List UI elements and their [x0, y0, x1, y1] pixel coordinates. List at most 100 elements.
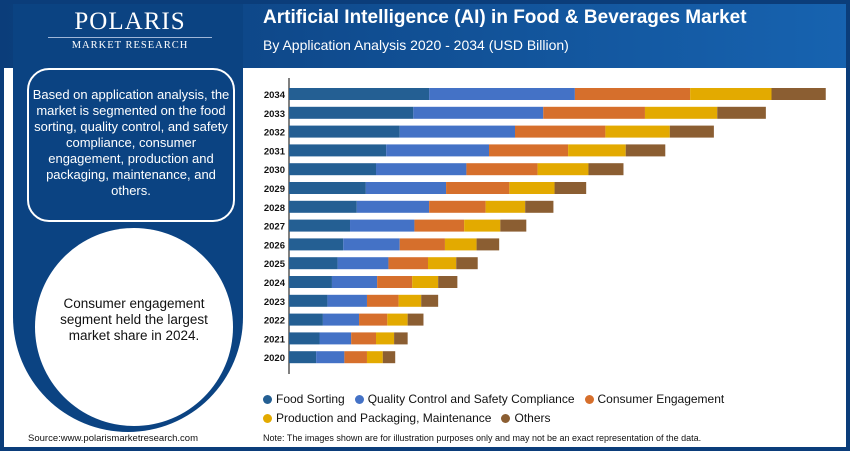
chart-legend: Food Sorting Quality Control and Safety C… [263, 390, 823, 428]
bar-segment-2025-0 [289, 257, 338, 270]
y-tick-label: 2022 [264, 316, 285, 327]
bar-segment-2034-2 [574, 88, 691, 100]
y-tick-label: 2020 [264, 353, 285, 364]
bar-segment-2030-0 [289, 163, 377, 176]
bar-segment-2030-3 [537, 163, 589, 176]
bar-segment-2032-2 [515, 125, 606, 138]
bar-segment-2027-0 [289, 219, 351, 232]
bar-segment-2034-3 [690, 88, 772, 100]
bar-segment-2032-1 [399, 125, 515, 138]
legend-item: Food Sorting [263, 390, 345, 409]
bar-segment-2024-3 [412, 276, 439, 288]
y-tick-label: 2034 [264, 90, 286, 101]
bar-segment-2022-4 [407, 313, 424, 326]
legend-label: Others [514, 411, 551, 425]
bar-segment-2033-2 [543, 106, 645, 119]
legend-item: Others [501, 409, 551, 428]
legend-dot-icon [354, 395, 364, 404]
bar-segment-2020-3 [366, 351, 383, 364]
bar-segment-2021-3 [376, 332, 395, 345]
bar-segment-2025-4 [456, 257, 478, 270]
logo-name: POLARIS [74, 8, 186, 35]
bar-segment-2034-1 [429, 88, 575, 100]
bar-segment-2028-2 [429, 200, 486, 213]
bar-segment-2020-2 [344, 351, 367, 364]
bar-segment-2025-2 [388, 257, 428, 270]
highlight-circle: Consumer engagement segment held the lar… [35, 228, 233, 426]
legend-label: Consumer Engagement [597, 392, 725, 406]
bar-segment-2028-1 [356, 200, 430, 213]
y-tick-label: 2023 [264, 297, 285, 308]
bar-segment-2031-4 [625, 144, 666, 157]
bar-segment-2023-3 [398, 294, 422, 307]
bar-segment-2028-3 [485, 200, 526, 213]
logo-tagline: MARKET RESEARCH [48, 37, 212, 51]
bar-segment-2027-1 [350, 219, 415, 232]
legend-label: Food Sorting [276, 392, 345, 406]
bar-segment-2024-4 [438, 276, 458, 288]
chart-subtitle: By Application Analysis 2020 - 2034 (USD… [263, 37, 569, 53]
y-tick-label: 2027 [264, 222, 285, 233]
bar-segment-2026-4 [476, 238, 500, 251]
legend-label: Quality Control and Safety Compliance [367, 392, 575, 406]
bar-segment-2021-1 [319, 332, 352, 345]
legend-item: Production and Packaging, Maintenance [263, 409, 491, 428]
y-tick-label: 2031 [264, 146, 286, 157]
bar-segment-2021-4 [394, 332, 408, 345]
legend-dot-icon [584, 395, 594, 404]
bar-segment-2029-3 [509, 182, 555, 194]
bar-segment-2031-0 [289, 144, 387, 157]
y-tick-label: 2024 [264, 278, 286, 289]
y-tick-label: 2026 [264, 240, 285, 251]
bar-segment-2031-3 [568, 144, 626, 157]
legend-label: Production and Packaging, Maintenance [276, 411, 492, 425]
polaris-logo: POLARIS MARKET RESEARCH [40, 8, 220, 51]
bar-segment-2033-3 [644, 106, 718, 119]
y-tick-label: 2032 [264, 128, 285, 139]
legend-dot-icon [501, 414, 511, 423]
bar-segment-2022-1 [322, 313, 360, 326]
bar-segment-2028-0 [289, 200, 357, 213]
bar-segment-2024-2 [377, 276, 413, 288]
bar-segment-2025-3 [427, 257, 457, 270]
bar-segment-2027-3 [464, 219, 501, 232]
bar-segment-2027-4 [500, 219, 527, 232]
bar-segment-2030-2 [466, 163, 538, 176]
bar-segment-2032-4 [669, 125, 714, 138]
bar-segment-2020-4 [382, 351, 396, 364]
bar-segment-2026-0 [289, 238, 344, 251]
bar-segment-2025-1 [337, 257, 389, 270]
bar-segment-2026-3 [444, 238, 477, 251]
bar-segment-2034-4 [771, 88, 826, 100]
bar-segment-2023-0 [289, 294, 328, 307]
bar-segment-2024-1 [331, 276, 378, 288]
bar-segment-2033-1 [413, 106, 544, 119]
bar-segment-2030-1 [376, 163, 467, 176]
bar-segment-2029-4 [554, 182, 587, 194]
bar-segment-2026-1 [343, 238, 400, 251]
bar-segment-2033-0 [289, 106, 414, 119]
source-text: Source:www.polarismarketresearch.com [28, 433, 199, 444]
y-tick-label: 2029 [264, 184, 285, 195]
bar-segment-2022-0 [289, 313, 323, 326]
bar-segment-2021-0 [289, 332, 320, 345]
bar-segment-2032-3 [605, 125, 670, 138]
bar-segment-2020-0 [289, 351, 317, 364]
bar-segment-2028-4 [525, 200, 554, 213]
bar-segment-2032-0 [289, 125, 400, 138]
bar-segment-2030-4 [588, 163, 624, 176]
bar-segment-2029-1 [365, 182, 447, 194]
disclaimer-note: Note: The images shown are for illustrat… [263, 433, 702, 443]
bar-segment-2021-2 [351, 332, 377, 345]
bar-segment-2027-2 [414, 219, 465, 232]
bar-segment-2031-2 [489, 144, 569, 157]
bar-segment-2029-0 [289, 182, 366, 194]
bar-segment-2031-1 [386, 144, 490, 157]
y-tick-label: 2025 [264, 259, 286, 270]
y-tick-label: 2030 [264, 165, 285, 176]
legend-item: Quality Control and Safety Compliance [354, 390, 575, 409]
legend-dot-icon [263, 395, 272, 404]
bar-segment-2022-3 [387, 313, 408, 326]
bar-segment-2023-1 [327, 294, 367, 307]
y-tick-label: 2033 [264, 109, 285, 120]
